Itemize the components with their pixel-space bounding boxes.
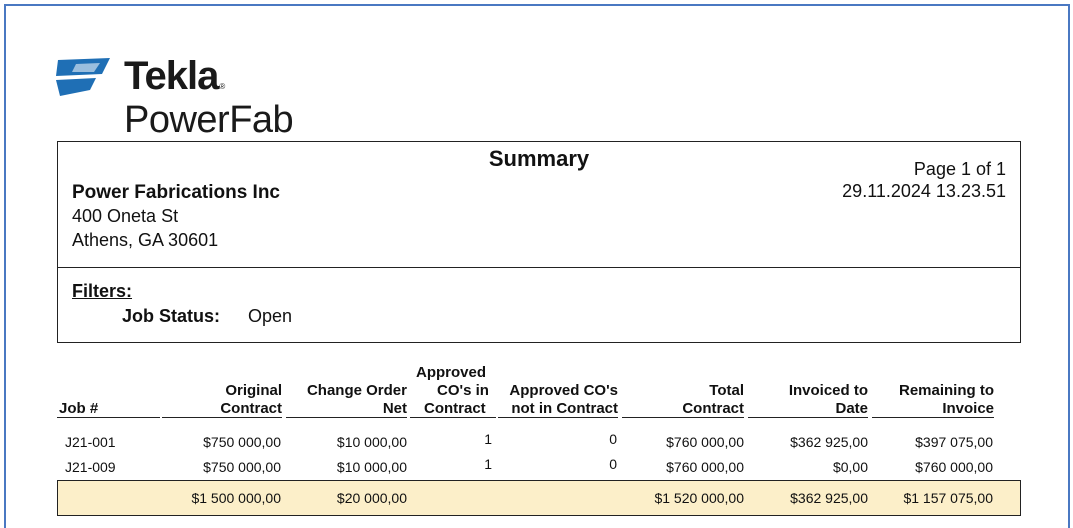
cell-approved-in: 1 bbox=[484, 431, 492, 447]
header-total-2: Contract bbox=[682, 400, 744, 417]
header-rule bbox=[57, 417, 160, 418]
tekla-powerfab-logo: Tekla® PowerFab bbox=[56, 54, 326, 146]
filter-key-job-status: Job Status: bbox=[122, 306, 221, 326]
company-address-line2: Athens, GA 30601 bbox=[72, 230, 219, 250]
logo-brand-text: Tekla® bbox=[124, 54, 225, 98]
header-rule bbox=[622, 417, 744, 418]
total-contract: $1 520 000,00 bbox=[654, 490, 744, 506]
cell-total: $760 000,00 bbox=[666, 434, 744, 450]
company-name: Power Fabrications Inc bbox=[72, 182, 280, 203]
total-original: $1 500 000,00 bbox=[191, 490, 281, 506]
filters-section: Filters: Job Status: Open bbox=[57, 267, 1021, 343]
report-datetime: 29.11.2024 13.23.51 bbox=[842, 181, 1006, 201]
tekla-logo-icon bbox=[56, 58, 110, 96]
cell-job: J21-009 bbox=[65, 459, 116, 475]
header-approved-not-in-2: not in Contract bbox=[511, 400, 618, 417]
logo-product-text: PowerFab bbox=[124, 99, 294, 141]
cell-total: $760 000,00 bbox=[666, 459, 744, 475]
header-rule bbox=[748, 417, 868, 418]
header-rule bbox=[286, 417, 407, 418]
cell-invoiced: $362 925,00 bbox=[790, 434, 868, 450]
header-approved-in-2: CO's in bbox=[437, 382, 489, 399]
filters-title: Filters: bbox=[72, 281, 133, 301]
cell-change-order: $10 000,00 bbox=[336, 434, 407, 450]
header-approved-in-3: Contract bbox=[424, 400, 486, 417]
cell-remaining: $760 000,00 bbox=[915, 459, 993, 475]
cell-approved-not-in: 0 bbox=[609, 431, 617, 447]
cell-job: J21-001 bbox=[65, 434, 116, 450]
header-rule bbox=[162, 417, 282, 418]
totals-row bbox=[57, 480, 1021, 516]
header-job: Job # bbox=[59, 400, 99, 417]
cell-original: $750 000,00 bbox=[203, 434, 281, 450]
header-total-1: Total bbox=[709, 382, 744, 399]
filter-value-job-status: Open bbox=[248, 306, 293, 326]
header-change-order-2: Net bbox=[382, 400, 407, 417]
total-invoiced: $362 925,00 bbox=[790, 490, 868, 506]
header-remaining-2: Invoice bbox=[942, 400, 994, 417]
company-address-line1: 400 Oneta St bbox=[72, 206, 179, 226]
header-approved-in-1: Approved bbox=[416, 364, 487, 381]
total-change-order: $20 000,00 bbox=[336, 490, 407, 506]
cell-approved-in: 1 bbox=[484, 456, 492, 472]
cell-original: $750 000,00 bbox=[203, 459, 281, 475]
report-header: Summary Power Fabrications Inc 400 Oneta… bbox=[57, 141, 1021, 268]
cell-approved-not-in: 0 bbox=[609, 456, 617, 472]
header-original-1: Original bbox=[225, 382, 282, 399]
header-approved-not-in-1: Approved CO's bbox=[509, 382, 618, 399]
cell-invoiced: $0,00 bbox=[832, 459, 868, 475]
header-remaining-1: Remaining to bbox=[898, 382, 994, 399]
header-rule bbox=[872, 417, 994, 418]
header-rule bbox=[498, 417, 618, 418]
total-remaining: $1 157 075,00 bbox=[903, 490, 993, 506]
cell-change-order: $10 000,00 bbox=[336, 459, 407, 475]
header-invoiced-2: Date bbox=[835, 400, 868, 417]
header-original-2: Contract bbox=[220, 400, 282, 417]
cell-remaining: $397 075,00 bbox=[915, 434, 993, 450]
header-change-order-1: Change Order bbox=[306, 382, 407, 399]
header-invoiced-1: Invoiced to bbox=[788, 382, 868, 399]
header-rule bbox=[410, 417, 496, 418]
report-title: Summary bbox=[488, 146, 590, 171]
page-indicator: Page 1 of 1 bbox=[913, 159, 1006, 179]
